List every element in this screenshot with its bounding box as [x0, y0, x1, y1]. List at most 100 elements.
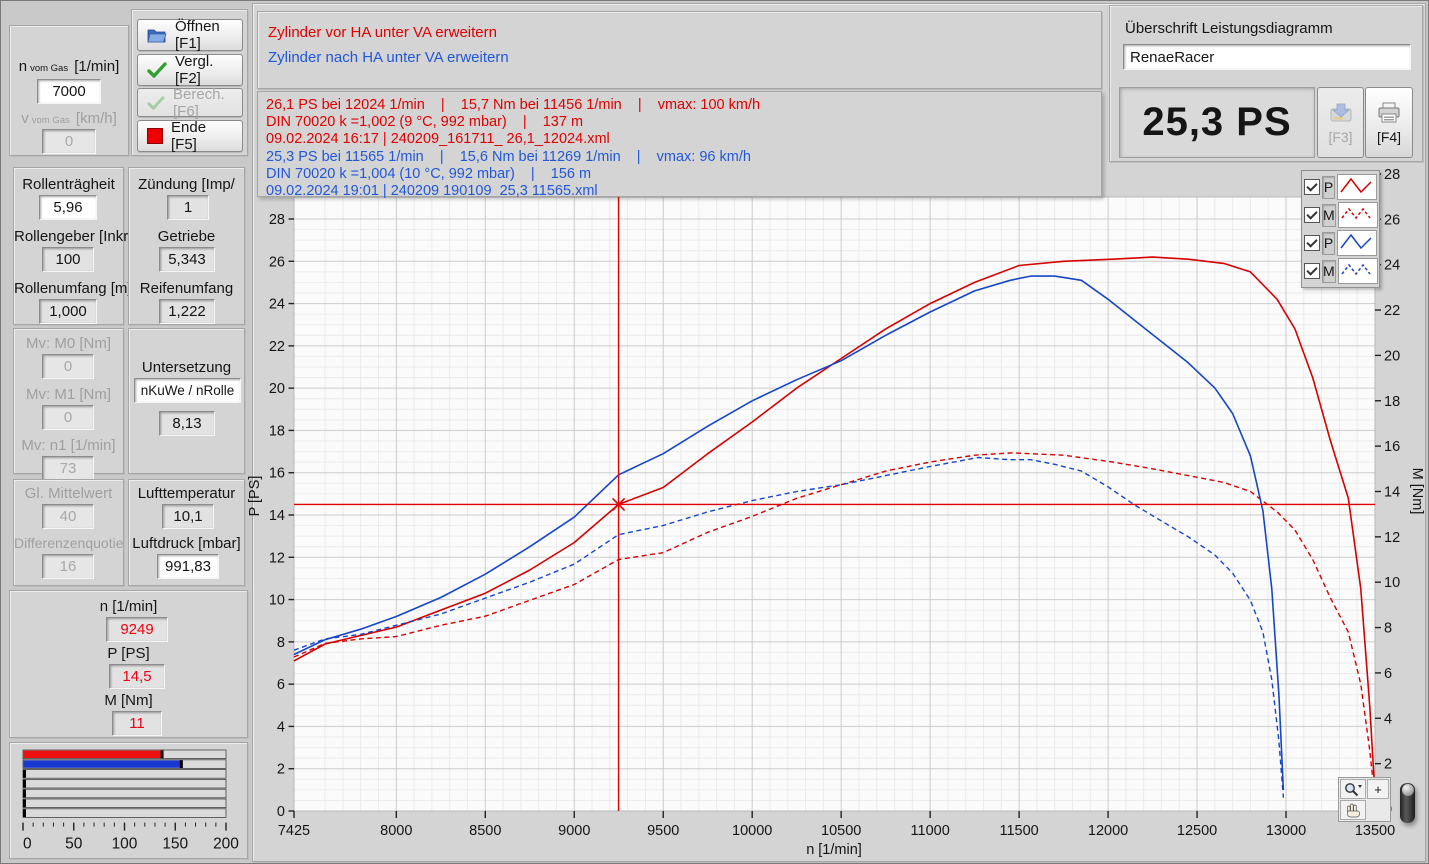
roller-inertia-input[interactable]: 5,96 — [39, 195, 97, 220]
result-line-blue: 09.02.2024 19:01 | 240209 190109 25,3 11… — [266, 183, 598, 200]
header-panel: Überschrift Leistungsdiagramm RenaeRacer… — [1109, 5, 1423, 162]
zoom-in-button[interactable]: + — [1367, 779, 1389, 799]
status-message-box: Zylinder vor HA unter VA erweitern Zylin… — [257, 11, 1102, 89]
v-gas-label: v vom Gas [km/h] — [21, 110, 117, 127]
legend-checkbox[interactable] — [1304, 207, 1320, 223]
roller-encoder-input[interactable]: 100 — [42, 247, 94, 272]
legend-checkbox[interactable] — [1304, 179, 1320, 195]
roller-encoder-label: Rollengeber [Inkr/ — [14, 228, 133, 245]
diagram-title-label: Überschrift Leistungsdiagramm — [1125, 20, 1333, 37]
legend-row: M — [1304, 201, 1378, 229]
airtemp-label: Lufttemperatur — [137, 485, 236, 502]
gauge-track — [22, 788, 227, 799]
legend-line-sample[interactable] — [1337, 230, 1377, 256]
open-button[interactable]: Öffnen [F1] — [137, 18, 243, 52]
save-button: [F3] — [1317, 87, 1364, 158]
airtemp-input[interactable]: 10,1 — [162, 504, 214, 529]
readout-n-value: 9249 — [106, 617, 168, 642]
legend-checkbox[interactable] — [1304, 263, 1320, 279]
smoothing-panel: Gl. Mittelwert 40 Differenzenquotie 16 — [13, 479, 124, 586]
diffquot-label: Differenzenquotie — [14, 535, 124, 551]
roller-circ-label: Rollenumfang [m] — [14, 280, 132, 297]
v-gas-input: 0 — [42, 129, 96, 154]
cursor-readout-panel: n [1/min] 9249 P [PS] 14,5 M [Nm] 11 — [9, 590, 248, 738]
legend-series-label: P — [1322, 231, 1335, 255]
gauge-marker — [23, 789, 26, 798]
mean-label: Gl. Mittelwert — [24, 485, 113, 502]
mv-m0-label: Mv: M0 [Nm] — [26, 335, 111, 352]
legend-row: P — [1304, 173, 1377, 201]
mean-field: 40 — [42, 504, 94, 529]
gear-input[interactable]: 5,343 — [159, 247, 215, 272]
result-line-red: 09.02.2024 16:17 | 240209_161711_ 26,1_1… — [266, 131, 610, 148]
legend-series-label: M — [1322, 259, 1336, 283]
roller-inertia-label: Rollenträgheit — [22, 176, 115, 193]
mv-n1-field: 73 — [42, 456, 94, 481]
result-line-blue: 25,3 PS bei 11565 1/min | 15,6 Nm bei 11… — [266, 148, 751, 165]
diffquot-field: 16 — [42, 554, 94, 579]
gauge-marker — [179, 760, 183, 768]
roller-circ-input[interactable]: 1,000 — [39, 299, 97, 324]
readout-p-label: P [PS] — [107, 645, 150, 662]
ratio-panel: Untersetzung nKuWe / nRolle 8,13 — [128, 328, 245, 474]
drivetrain-panel: Zündung [Imp/ 1 Getriebe 5,343 Reifenumf… — [128, 167, 245, 325]
result-line-red: DIN 70020 k =1,002 (9 °C, 992 mbar) | 13… — [266, 114, 584, 131]
gear-label: Getriebe — [157, 228, 216, 245]
readout-m-label: M [Nm] — [104, 692, 153, 709]
roller-panel: Rollenträgheit 5,96 Rollengeber [Inkr/ 1… — [13, 167, 133, 325]
red-stop-icon — [147, 128, 163, 144]
air-panel: Lufttemperatur 10,1 Luftdruck [mbar] 991… — [128, 479, 245, 586]
mv-n1-label: Mv: n1 [1/min] — [21, 437, 116, 454]
print-button[interactable]: [F4] — [1365, 87, 1413, 158]
gauge-track — [22, 769, 227, 779]
tire-input[interactable]: 1,222 — [159, 299, 215, 324]
legend-checkbox[interactable] — [1304, 235, 1320, 251]
zoom-tool-button[interactable] — [1340, 779, 1366, 799]
ignition-input[interactable]: 1 — [167, 195, 209, 220]
folder-open-icon — [147, 29, 167, 43]
results-info-box: 26,1 PS bei 12024 1/min | 15,7 Nm bei 11… — [257, 91, 1102, 200]
ratio-mode-dropdown[interactable]: nKuWe / nRolle — [134, 378, 241, 403]
save-icon — [1330, 103, 1351, 121]
end-button[interactable]: Ende [F5] — [137, 119, 243, 153]
result-line-blue: DIN 70020 k =1,004 (10 °C, 992 mbar) | 1… — [266, 165, 592, 182]
legend-line-sample[interactable] — [1337, 258, 1378, 284]
gauge-track — [22, 808, 227, 818]
gauge-marker — [23, 809, 26, 817]
gas-input-panel: n vom Gas [1/min] 7000 v vom Gas [km/h] 0 — [9, 25, 129, 156]
compare-button[interactable]: Vergl. [F2] — [137, 53, 243, 87]
gauge-scale-label: 100 — [112, 836, 138, 853]
ratio-value-field[interactable]: 8,13 — [159, 411, 215, 436]
graph-palette: + — [1338, 777, 1391, 822]
legend-line-sample[interactable] — [1337, 202, 1378, 228]
legend-line-sample[interactable] — [1337, 174, 1377, 200]
gauge-marker — [160, 750, 164, 759]
readout-m-value: 11 — [112, 711, 162, 736]
readout-p-value: 14,5 — [109, 664, 165, 689]
gauge-scale-label: 200 — [213, 836, 239, 853]
diagram-title-input[interactable]: RenaeRacer — [1123, 44, 1411, 70]
airpressure-label: Luftdruck [mbar] — [132, 535, 241, 552]
legend-series-label: M — [1322, 203, 1336, 227]
mv-panel: Mv: M0 [Nm] 0 Mv: M1 [Nm] 0 Mv: n1 [1/mi… — [13, 328, 124, 481]
cursor-knob[interactable] — [1400, 783, 1415, 823]
green-check-icon — [147, 62, 167, 78]
run-gauge-panel: 0 50 100 150 200 — [9, 742, 248, 859]
gauge-bar — [23, 750, 163, 758]
n-gas-input[interactable]: 7000 — [37, 79, 101, 104]
airpressure-input[interactable]: 991,83 — [157, 554, 219, 579]
gauge-marker — [23, 799, 26, 808]
gauge-scale-label: 150 — [162, 836, 188, 853]
gauge-scale-label: 0 — [23, 836, 32, 853]
ignition-label: Zündung [Imp/ — [138, 176, 235, 193]
mv-m0-field: 0 — [42, 354, 94, 379]
pan-tool-button[interactable] — [1340, 800, 1366, 820]
green-check-disabled-icon — [147, 95, 165, 110]
ratio-label: Untersetzung — [141, 359, 232, 376]
status-line-red: Zylinder vor HA unter VA erweitern — [268, 24, 497, 41]
legend-row: P — [1304, 229, 1377, 257]
gauge-scale-label: 50 — [65, 836, 83, 853]
n-gas-label: n vom Gas [1/min] — [18, 58, 120, 75]
